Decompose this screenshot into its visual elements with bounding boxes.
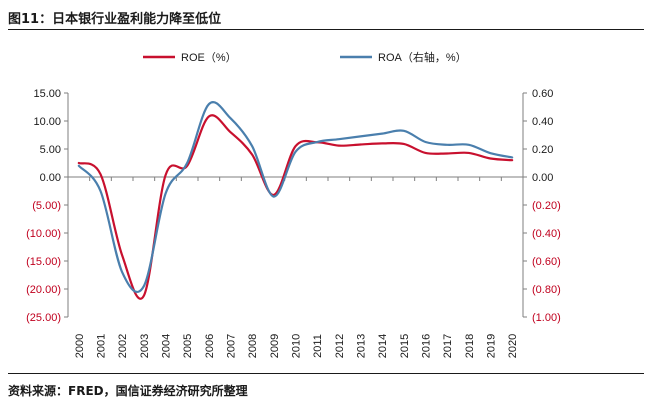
left-tick-label: (15.00) (26, 256, 61, 268)
right-tick-label: (0.20) (532, 200, 561, 212)
right-tick-label: 0.40 (532, 116, 553, 128)
right-tick-label: 0.60 (532, 88, 553, 100)
right-tick-label: (0.60) (532, 256, 561, 268)
left-tick-label: 10.00 (33, 116, 61, 128)
x-tick-label: 2010 (291, 334, 303, 358)
right-tick-label: (0.40) (532, 228, 561, 240)
x-tick-label: 2001 (96, 334, 108, 358)
roa-series-line (77, 101, 514, 293)
title-divider (8, 29, 644, 30)
left-tick-label: 5.00 (40, 144, 61, 156)
x-tick-label: 2016 (421, 334, 433, 358)
x-tick-label: 2006 (204, 334, 216, 358)
x-tick-label: 2003 (139, 334, 151, 358)
left-tick-label: (5.00) (32, 200, 61, 212)
chart-axes: 15.00 10.00 5.00 0.00 (5.00) (10.00) (15.00) (2… (26, 88, 561, 358)
left-tick-label: 15.00 (33, 88, 61, 100)
x-tick-label: 2015 (399, 334, 411, 358)
x-tick-label: 2020 (507, 334, 519, 358)
x-tick-label: 2014 (377, 334, 389, 358)
x-tick-label: 2013 (356, 334, 368, 358)
footer-divider (8, 373, 644, 374)
x-tick-label: 2017 (442, 334, 454, 358)
roe-series-line (77, 114, 514, 300)
x-tick-label: 2005 (182, 334, 194, 358)
x-tick-label: 2009 (269, 334, 281, 358)
x-tick-label: 2012 (334, 334, 346, 358)
left-tick-label: 0.00 (40, 172, 61, 184)
right-tick-label: (0.80) (532, 284, 561, 296)
x-tick-label: 2000 (74, 334, 86, 358)
left-tick-label: (25.00) (26, 312, 61, 324)
legend-label: ROA（右轴，%） (378, 50, 467, 64)
source-note: 资料来源：FRED，国信证券经济研究所整理 (8, 384, 248, 398)
x-tick-label: 2018 (464, 334, 476, 358)
right-tick-label: 0.00 (532, 172, 553, 184)
right-tick-label: (1.00) (532, 312, 561, 324)
dual-axis-line-chart: 15.00 10.00 5.00 0.00 (5.00) (10.00) (15.00) (2… (26, 50, 561, 358)
x-tick-label: 2008 (247, 334, 259, 358)
left-tick-label: (20.00) (26, 284, 61, 296)
right-tick-label: 0.20 (532, 144, 553, 156)
chart-lines (77, 101, 514, 300)
x-tick-label: 2002 (117, 334, 129, 358)
chart-legend: ROE（%） ROA（右轴，%） (143, 50, 467, 64)
x-tick-label: 2004 (161, 334, 173, 358)
left-tick-label: (10.00) (26, 228, 61, 240)
x-tick-label: 2011 (312, 334, 324, 358)
x-tick-label: 2019 (486, 334, 498, 358)
legend-label: ROE（%） (181, 51, 237, 64)
figure-title: 图11：日本银行业盈利能力降至低位 (8, 12, 222, 27)
x-tick-label: 2007 (226, 334, 238, 358)
